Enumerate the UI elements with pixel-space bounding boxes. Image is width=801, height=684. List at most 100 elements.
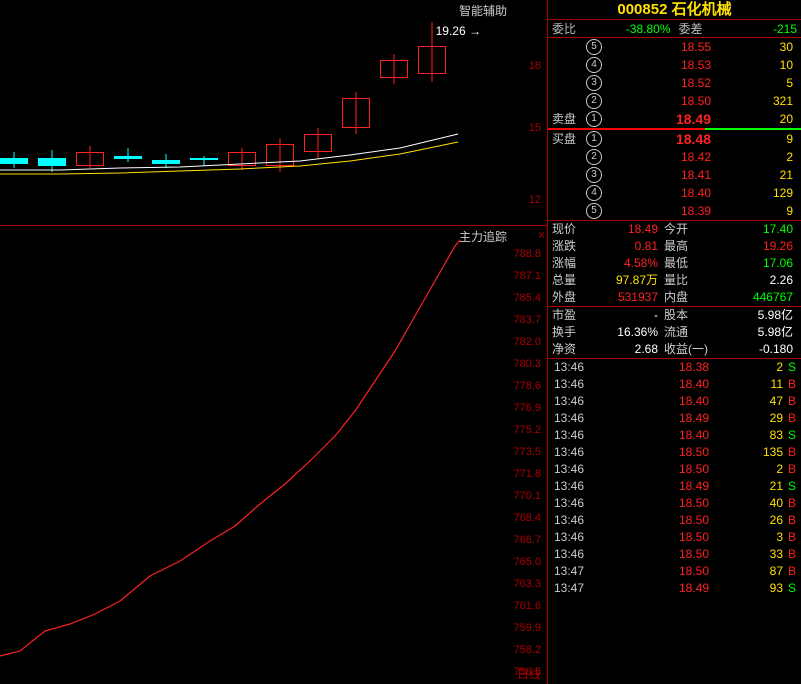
- stat-value: 446767: [722, 289, 801, 306]
- ob-vol: 129: [741, 184, 801, 202]
- stat-label: 涨跌: [548, 238, 582, 255]
- quote-panel: 000852 石化机械 委比 -38.80% 委差 -215 518.55304…: [548, 0, 801, 684]
- y-tick: 761.6: [513, 600, 541, 612]
- tick-time: 13:47: [548, 580, 594, 597]
- ob-vol: 9: [741, 202, 801, 220]
- y-tick: 787.1: [513, 270, 541, 282]
- weibi-row: 委比 -38.80% 委差 -215: [548, 20, 801, 38]
- stat-value: -0.180: [722, 341, 801, 358]
- tick-row: 13:4618.4011B: [548, 376, 801, 393]
- ob-price: 18.49: [606, 110, 741, 128]
- ob-vol: 9: [741, 130, 801, 148]
- tick-time: 13:46: [548, 427, 594, 444]
- stat-value: 2.68: [582, 341, 664, 358]
- tick-row: 13:4618.5033B: [548, 546, 801, 563]
- stat-value: 531937: [582, 289, 664, 306]
- ob-price: 18.53: [606, 56, 741, 74]
- ob-vol: 20: [741, 110, 801, 128]
- tick-vol: 2: [739, 461, 783, 478]
- tick-row: 13:4618.4083S: [548, 427, 801, 444]
- tick-time: 13:46: [548, 529, 594, 546]
- y-tick: 771.8: [513, 468, 541, 480]
- close-icon[interactable]: ×: [538, 228, 545, 242]
- main-track-chart[interactable]: 主力追踪 × 788.8787.1785.4783.7782.0780.3778…: [0, 226, 547, 684]
- stat-label: 内盘: [664, 289, 722, 306]
- tick-price: 18.50: [594, 546, 739, 563]
- tick-vol: 33: [739, 546, 783, 563]
- stats-row: 现价18.49今开17.40: [548, 221, 801, 238]
- stat-value: 0.81: [582, 238, 664, 255]
- tick-price: 18.40: [594, 427, 739, 444]
- stats-block-1: 现价18.49今开17.40涨跌0.81最高19.26涨幅4.58%最低17.0…: [548, 221, 801, 307]
- stat-label: 最高: [664, 238, 722, 255]
- y-tick: 770.1: [513, 490, 541, 502]
- ob-row: 218.50321: [548, 92, 801, 110]
- stat-value: 2.26: [722, 272, 801, 289]
- stat-label: 外盘: [548, 289, 582, 306]
- tick-price: 18.50: [594, 495, 739, 512]
- tick-side: B: [783, 461, 801, 478]
- stat-label: 股本: [664, 307, 722, 324]
- ob-row: 418.40129: [548, 184, 801, 202]
- ob-row: 买盘118.489: [548, 130, 801, 148]
- tick-price: 18.49: [594, 580, 739, 597]
- level-circle: 5: [586, 203, 602, 219]
- tick-side: B: [783, 546, 801, 563]
- stat-value: 19.26: [722, 238, 801, 255]
- tick-time: 13:46: [548, 478, 594, 495]
- tick-time: 13:47: [548, 563, 594, 580]
- stat-label: 量比: [664, 272, 722, 289]
- stat-value: 17.06: [722, 255, 801, 272]
- main-track-line: [0, 226, 508, 682]
- tick-vol: 135: [739, 444, 783, 461]
- tick-side: B: [783, 563, 801, 580]
- stat-label: 收益(一): [664, 341, 722, 358]
- stock-title[interactable]: 000852 石化机械: [548, 0, 801, 20]
- tick-vol: 40: [739, 495, 783, 512]
- tick-list[interactable]: 13:4618.382S13:4618.4011B13:4618.4047B13…: [548, 359, 801, 684]
- tick-side: B: [783, 410, 801, 427]
- stat-value: 18.49: [582, 221, 664, 238]
- y-tick: 763.3: [513, 578, 541, 590]
- level-circle: 4: [586, 57, 602, 73]
- tick-row: 13:4618.382S: [548, 359, 801, 376]
- tick-vol: 83: [739, 427, 783, 444]
- tick-price: 18.50: [594, 444, 739, 461]
- ob-price: 18.39: [606, 202, 741, 220]
- ob-price: 18.40: [606, 184, 741, 202]
- ob-row: 318.4121: [548, 166, 801, 184]
- tick-time: 13:46: [548, 376, 594, 393]
- level-circle: 4: [586, 185, 602, 201]
- stats-row: 总量97.87万量比2.26: [548, 272, 801, 289]
- level-circle: 3: [586, 167, 602, 183]
- y-tick: 759.9: [513, 622, 541, 634]
- ob-row: 518.399: [548, 202, 801, 220]
- stats-row: 涨幅4.58%最低17.06: [548, 255, 801, 272]
- y-tick: 12: [529, 194, 541, 206]
- stats-row: 换手16.36%流通5.98亿: [548, 324, 801, 341]
- candlestick-chart[interactable]: 智能辅助 19.26 → 181512: [0, 0, 547, 226]
- tick-time: 13:46: [548, 393, 594, 410]
- level-circle: 5: [586, 39, 602, 55]
- stock-code: 000852: [617, 1, 667, 18]
- tick-side: B: [783, 393, 801, 410]
- tick-vol: 21: [739, 478, 783, 495]
- level-circle: 3: [586, 75, 602, 91]
- tick-price: 18.40: [594, 393, 739, 410]
- ob-price: 18.48: [606, 130, 741, 148]
- tick-row: 13:4718.5087B: [548, 563, 801, 580]
- tick-price: 18.49: [594, 478, 739, 495]
- y-tick: 773.5: [513, 446, 541, 458]
- tick-row: 13:4618.50135B: [548, 444, 801, 461]
- tick-price: 18.50: [594, 563, 739, 580]
- ob-vol: 2: [741, 148, 801, 166]
- stat-value: 5.98亿: [722, 307, 801, 324]
- tick-vol: 3: [739, 529, 783, 546]
- tick-price: 18.50: [594, 461, 739, 478]
- stats-row: 涨跌0.81最高19.26: [548, 238, 801, 255]
- ob-row: 518.5530: [548, 38, 801, 56]
- weicha-value: -215: [738, 20, 801, 37]
- tick-vol: 93: [739, 580, 783, 597]
- ob-row: 218.422: [548, 148, 801, 166]
- tick-price: 18.38: [594, 359, 739, 376]
